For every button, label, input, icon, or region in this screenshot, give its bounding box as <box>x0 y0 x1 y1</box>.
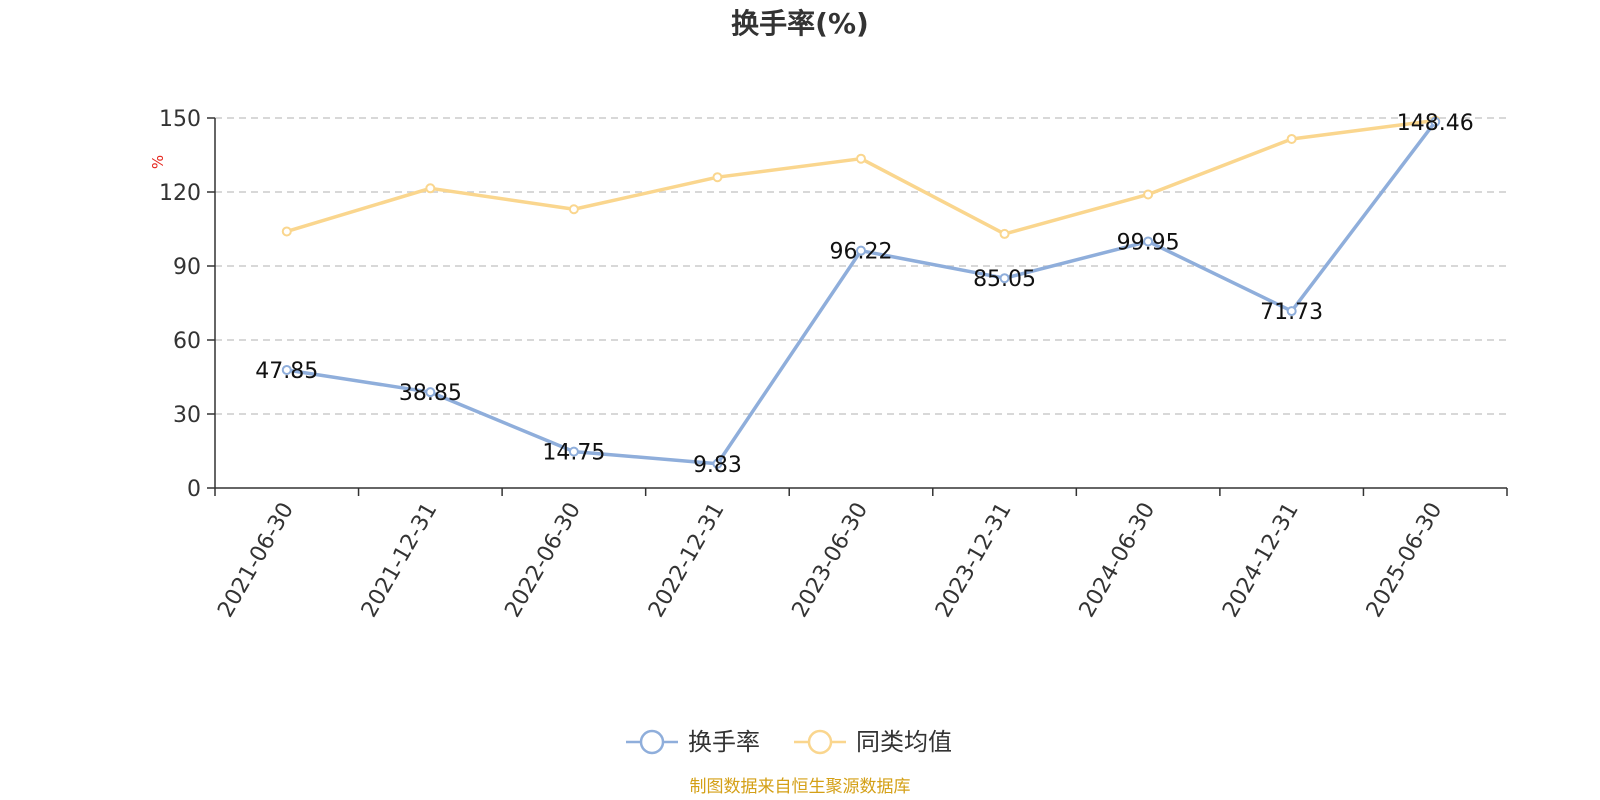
series-line-0 <box>286 120 1437 466</box>
series-0-point <box>712 458 723 469</box>
x-tick-label: 2023-06-30 <box>788 499 874 622</box>
series-lines <box>281 115 1441 469</box>
series-0-point <box>281 364 292 375</box>
data-label: 96.22 <box>830 240 893 265</box>
x-tick-label: 2021-06-30 <box>213 499 299 622</box>
series-0-point <box>999 273 1010 284</box>
legend-label-1: 同类均值 <box>856 728 952 756</box>
y-tick-label: 150 <box>159 107 201 132</box>
x-tick-label: 2023-12-31 <box>931 499 1017 622</box>
y-tick-label: 120 <box>159 181 201 206</box>
y-tick-label: 60 <box>173 329 201 354</box>
x-tick-label: 2022-06-30 <box>500 499 586 622</box>
data-label: 47.85 <box>255 359 318 384</box>
series-1-point <box>425 183 436 194</box>
series-1-point <box>1143 189 1154 200</box>
series-1-point <box>1286 133 1297 144</box>
data-label: 9.83 <box>693 453 742 478</box>
x-tick-label: 2024-06-30 <box>1075 499 1161 622</box>
chart-title: 换手率(%) <box>731 7 869 40</box>
data-label: 71.73 <box>1260 300 1323 325</box>
y-tick-label: 0 <box>187 477 201 502</box>
data-label: 14.75 <box>542 441 605 466</box>
data-label: 38.85 <box>399 381 462 406</box>
data-label: 148.46 <box>1397 111 1474 136</box>
series-0-point <box>425 387 436 398</box>
x-tick-label: 2022-12-31 <box>644 499 730 622</box>
series-0-point <box>1430 116 1441 127</box>
y-tick-label: 90 <box>173 255 201 280</box>
x-tick-label: 2024-12-31 <box>1218 499 1304 622</box>
y-axis-unit-label: % <box>149 155 167 169</box>
series-1-point <box>281 226 292 237</box>
series-0-point <box>856 245 866 256</box>
legend-marker-1 <box>807 729 833 755</box>
x-tick-label: 2025-06-30 <box>1362 499 1448 622</box>
series-1-point <box>712 172 723 183</box>
data-label: 85.05 <box>973 267 1036 292</box>
series-1-point <box>568 204 579 215</box>
axes: 0 30 60 90 120 150 2021-06-30 2021-12-31 2022-06… <box>159 107 1508 622</box>
series-0-point <box>1143 236 1154 247</box>
series-0-point <box>568 446 579 457</box>
legend-marker-0 <box>639 729 665 755</box>
x-tick-label: 2021-12-31 <box>357 499 443 622</box>
legend: 换手率 同类均值 <box>626 728 952 756</box>
series-1-point <box>856 153 866 164</box>
y-tick-label: 30 <box>173 403 201 428</box>
series-0-point <box>1286 306 1297 317</box>
data-labels: 47.85 38.85 14.75 9.83 96.22 85.05 99.95 71.73 1… <box>255 111 1473 478</box>
legend-label-0: 换手率 <box>688 728 760 756</box>
series-1-point <box>999 228 1010 239</box>
data-label: 99.95 <box>1117 230 1180 255</box>
source-note: 制图数据来自恒生聚源数据库 <box>690 777 911 797</box>
series-line-1 <box>286 118 1436 236</box>
